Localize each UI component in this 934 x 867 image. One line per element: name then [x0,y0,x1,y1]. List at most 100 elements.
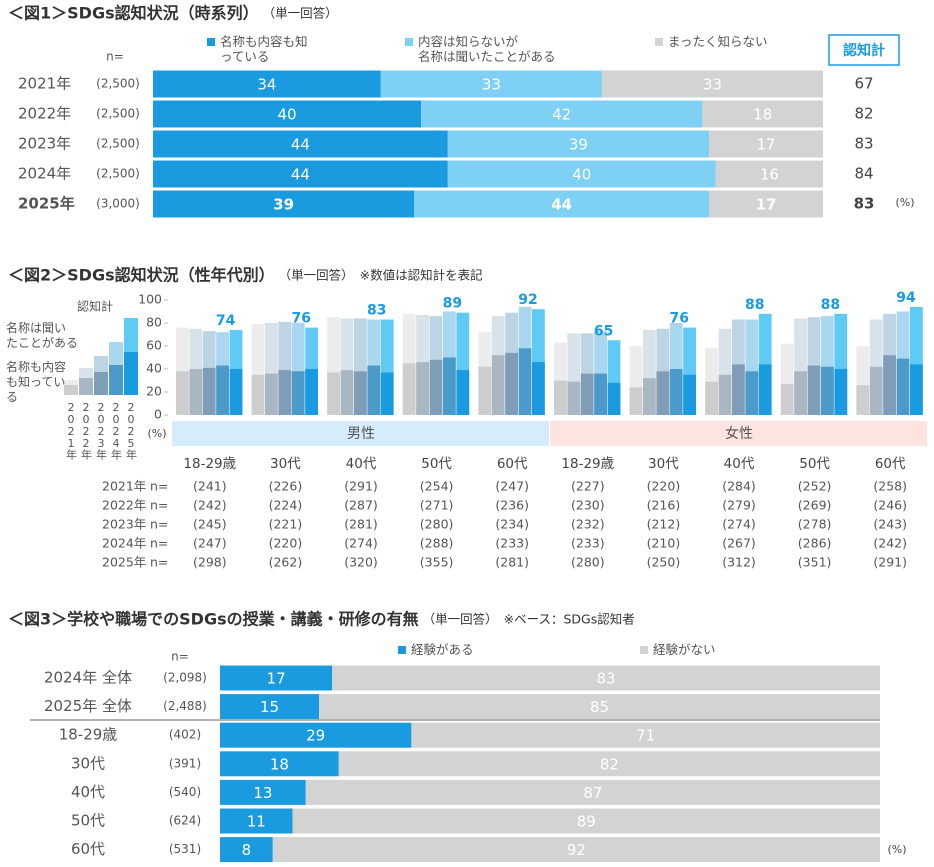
bar-know [607,382,621,415]
bar-segment [220,808,293,834]
bar-segment [702,100,823,128]
value-label: 29 [306,727,325,745]
n-label: (2,500) [96,107,140,121]
value-label: 88 [821,297,840,313]
unit-label: (%) [895,196,914,209]
bar-know [718,374,732,415]
value-label: 13 [253,784,272,802]
n-row-caption: n= [150,479,168,494]
value-label: 76 [669,311,688,327]
value-label: 85 [590,698,609,716]
value-label: 76 [291,311,310,327]
category-label: 50代 [421,456,452,472]
bar-know [380,372,394,415]
value-label: 88 [745,297,764,313]
bar-know [478,366,492,415]
bar-know [869,366,883,415]
bar-segment [338,751,880,777]
category-label: 60代 [875,456,906,472]
legend-label: 内容は知らないが名称は聞いたことがある [418,34,556,64]
bar-know [643,378,656,415]
legend-year: 2025年 [125,401,138,460]
bar-know [278,370,292,415]
unit-label: (%) [147,427,166,440]
legend-year: 2021年 [65,401,78,460]
n-row-year: 2021年 [102,479,146,494]
value-label: 39 [273,196,294,214]
bar-know [532,362,545,415]
chart-title: ＜図2＞SDGs認知状況（性年代別） [8,266,275,285]
bar-know [518,348,532,415]
bar-segment [447,160,716,188]
n-value: (212) [647,517,681,532]
n-value: (271) [420,498,454,513]
bar-know [580,373,594,415]
bar-segment [153,130,448,158]
category-label: 50代 [799,456,830,472]
category-label: 18-29歳 [183,456,236,472]
value-label: 8 [242,841,252,859]
n-label: (2,098) [163,671,207,685]
value-label: 17 [757,136,776,154]
y-tick-label: 100 [138,292,162,307]
n-value: (242) [873,536,907,551]
n-value: (274) [722,517,756,532]
n-label: (391) [169,756,201,770]
bar-segment [292,808,881,834]
category-label: 2024年 [18,165,71,183]
legend-year: 2023年 [95,401,108,460]
category-label: 2024年 全体 [44,669,132,687]
bar-segment [305,779,880,805]
n-value: (267) [722,536,756,551]
bar-know [305,369,318,415]
value-label: 71 [636,727,655,745]
bar-know [807,365,821,415]
gender-label: 女性 [725,425,753,442]
legend-swatch [405,38,413,46]
n-value: (274) [344,536,378,551]
bar-segment [421,100,703,128]
n-value: (216) [647,498,681,513]
n-row-caption: n= [150,555,168,570]
value-label: 44 [551,196,572,214]
value-label: 18 [270,755,289,773]
bar-segment [220,722,412,748]
value-label: 87 [583,784,602,802]
n-label: (624) [169,814,201,828]
legend-year: 2024年 [110,401,123,460]
bar-know [883,355,896,415]
n-value: (250) [647,555,681,570]
value-label: 83 [597,670,616,688]
legend-swatch [398,646,406,654]
category-label: 40代 [71,783,105,801]
bar-know [327,372,340,415]
value-label: 74 [216,313,236,329]
category-label: 60代 [497,456,528,472]
legend-swatch [207,38,215,46]
total-label: 83 [854,195,875,213]
bar-know [216,365,229,415]
bar-segment [220,665,333,691]
n-value: (247) [193,536,227,551]
n-value: (254) [420,479,454,494]
legend-swatch [655,38,663,46]
category-label: 30代 [648,456,679,472]
value-label: 44 [291,136,310,154]
bar-know [505,352,518,415]
value-label: 40 [277,106,296,124]
n-caption: n= [106,50,124,64]
bar-know [745,371,759,415]
legend-know [64,385,78,395]
bar-know [834,369,848,415]
bar-know [758,364,772,415]
n-value: (286) [798,536,832,551]
bar-segment [411,722,880,748]
bar-segment [414,190,710,218]
legend-label: 名称も内容も知っている [220,34,308,64]
gender-label: 男性 [347,426,375,442]
n-caption: n= [171,650,189,664]
category-label: 40代 [724,456,755,472]
legend-know-label: 名称も内容も知っている [6,360,67,404]
bar-know [429,359,443,415]
